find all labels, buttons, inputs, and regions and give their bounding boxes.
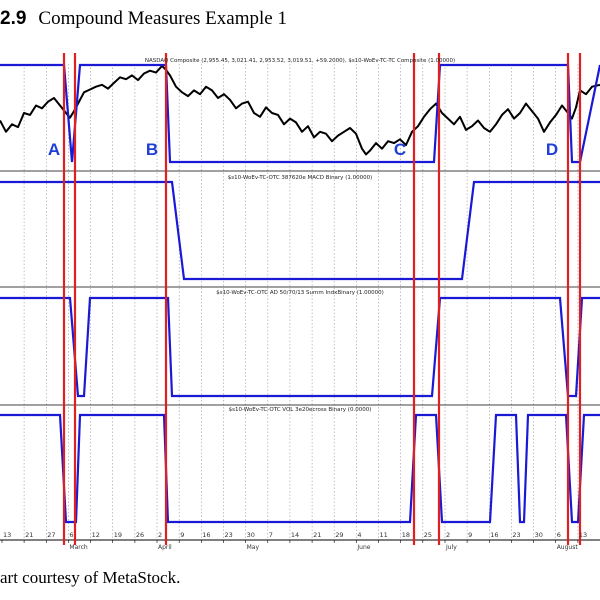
tick-label: 6 bbox=[69, 531, 73, 539]
binary-line bbox=[0, 63, 600, 164]
tick-label: 23 bbox=[512, 531, 520, 539]
tick-label: 11 bbox=[380, 531, 388, 539]
panel-title: $s10-WoEv-TC-OTC 387620e MACD Binary (1.… bbox=[228, 175, 372, 181]
price-line bbox=[0, 65, 600, 156]
tick-label: 4 bbox=[357, 531, 361, 539]
month-label: July bbox=[445, 544, 457, 551]
figure-title-text: Compound Measures Example 1 bbox=[38, 8, 287, 29]
tick-label: 13 bbox=[3, 531, 11, 539]
tick-label: 2 bbox=[158, 531, 162, 539]
tick-label: 26 bbox=[136, 531, 144, 539]
compound-measures-chart: NASDAQ Composite (2,955.45, 3,021.41, 2,… bbox=[0, 53, 600, 551]
panel-frames bbox=[0, 170, 600, 541]
tick-label: 23 bbox=[225, 531, 233, 539]
figure-number: 2.9 bbox=[0, 8, 27, 29]
binary-line bbox=[0, 413, 600, 524]
month-label: April bbox=[158, 544, 172, 551]
tick-label: 16 bbox=[490, 531, 498, 539]
annotation-label: A bbox=[48, 140, 60, 159]
figure-credit: art courtesy of MetaStock. bbox=[0, 568, 181, 587]
tick-label: 30 bbox=[247, 531, 255, 539]
marker-lines bbox=[62, 53, 582, 545]
grid-lines bbox=[23, 64, 579, 540]
tick-label: 29 bbox=[335, 531, 343, 539]
tick-label: 25 bbox=[424, 531, 432, 539]
tick-label: 16 bbox=[202, 531, 210, 539]
annotation-label: C bbox=[394, 140, 406, 159]
month-label: August bbox=[557, 544, 579, 551]
tick-label: 13 bbox=[579, 531, 587, 539]
month-label: March bbox=[69, 544, 87, 551]
annotation-label: D bbox=[546, 140, 558, 159]
panel-title: NASDAQ Composite (2,955.45, 3,021.41, 2,… bbox=[145, 58, 455, 64]
figure-title: 2.9 Compound Measures Example 1 bbox=[0, 8, 287, 30]
panel-title: $s10-WoEv-TC-OTC VOL 3e20ecross Binary (… bbox=[229, 407, 372, 413]
tick-label: 21 bbox=[25, 531, 33, 539]
tick-label: 19 bbox=[114, 531, 122, 539]
tick-label: 6 bbox=[557, 531, 561, 539]
tick-label: 14 bbox=[291, 531, 299, 539]
tick-label: 9 bbox=[180, 531, 184, 539]
month-label: June bbox=[356, 544, 370, 551]
tick-label: 7 bbox=[269, 531, 273, 539]
tick-label: 2 bbox=[446, 531, 450, 539]
binary-line bbox=[0, 296, 600, 398]
tick-label: 27 bbox=[47, 531, 55, 539]
tick-label: 9 bbox=[468, 531, 472, 539]
tick-label: 30 bbox=[535, 531, 543, 539]
binary-line bbox=[0, 180, 600, 281]
tick-label: 21 bbox=[313, 531, 321, 539]
tick-label: 12 bbox=[92, 531, 100, 539]
panel-title: $s10-WoEv-TC-OTC AD 50/70/13 Summ IndxBi… bbox=[216, 290, 384, 296]
annotation-label: B bbox=[146, 140, 158, 159]
tick-label: 18 bbox=[402, 531, 410, 539]
month-label: May bbox=[247, 544, 260, 551]
chart-text: NASDAQ Composite (2,955.45, 3,021.41, 2,… bbox=[1, 58, 587, 551]
